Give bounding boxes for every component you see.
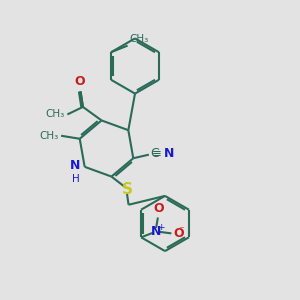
- Text: +: +: [158, 223, 165, 232]
- Text: H: H: [72, 174, 80, 184]
- Text: C: C: [150, 147, 159, 160]
- Text: CH₃: CH₃: [40, 131, 59, 141]
- Text: N: N: [164, 147, 174, 160]
- Text: O: O: [153, 202, 164, 214]
- Text: S: S: [122, 182, 133, 197]
- Text: ≡: ≡: [152, 147, 162, 160]
- Text: CH₃: CH₃: [129, 34, 148, 44]
- Text: N: N: [151, 225, 161, 239]
- Text: ⁻: ⁻: [178, 225, 184, 235]
- Text: O: O: [75, 75, 85, 88]
- Text: CH₃: CH₃: [46, 110, 65, 119]
- Text: N: N: [70, 159, 80, 172]
- Text: O: O: [173, 227, 184, 240]
